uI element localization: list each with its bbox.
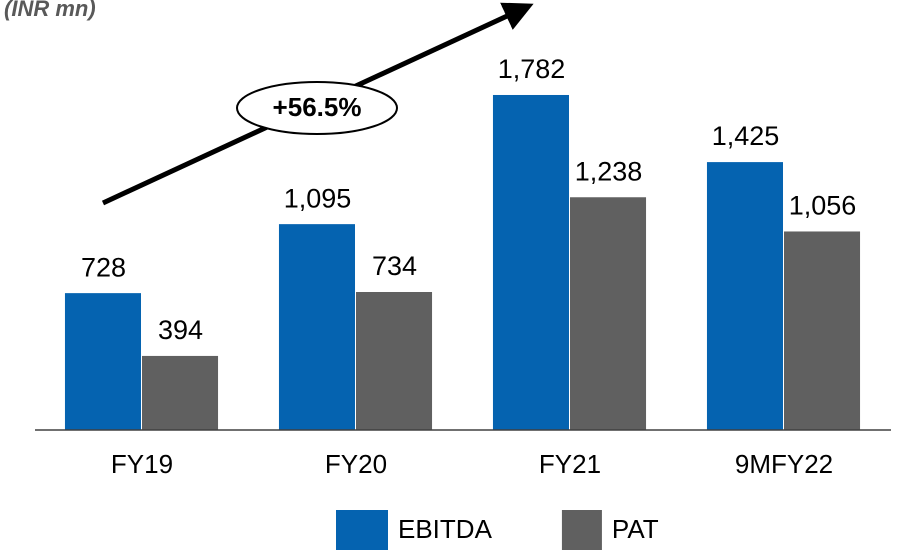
bar: [278, 224, 355, 430]
legend-label: PAT: [612, 514, 659, 544]
annotation: +56.5%: [273, 92, 362, 122]
subtitle: (INR mn): [4, 0, 96, 21]
bar: [142, 355, 219, 430]
bar: [356, 292, 433, 430]
data-label: 1,095: [284, 183, 352, 213]
data-label: 394: [158, 315, 203, 345]
bar: [784, 231, 861, 430]
x-tick-label: FY19: [111, 449, 173, 479]
bar: [706, 162, 783, 430]
legend-label: EBITDA: [398, 514, 493, 544]
data-label: 734: [372, 251, 417, 281]
annotation-ellipse: [236, 81, 398, 135]
data-label: 1,056: [789, 191, 857, 221]
legend-swatch: [336, 510, 388, 550]
data-label: 1,782: [498, 54, 566, 84]
legend-swatch: [561, 510, 602, 550]
data-label: 728: [81, 252, 126, 282]
x-tick-label: 9MFY22: [735, 449, 833, 479]
x-tick-label: FY21: [539, 449, 601, 479]
bar: [492, 94, 569, 430]
data-label: 1,425: [712, 121, 780, 151]
bar: [570, 197, 647, 430]
bar: [64, 293, 141, 430]
data-label: 1,238: [575, 156, 643, 186]
x-tick-label: FY20: [325, 449, 387, 479]
